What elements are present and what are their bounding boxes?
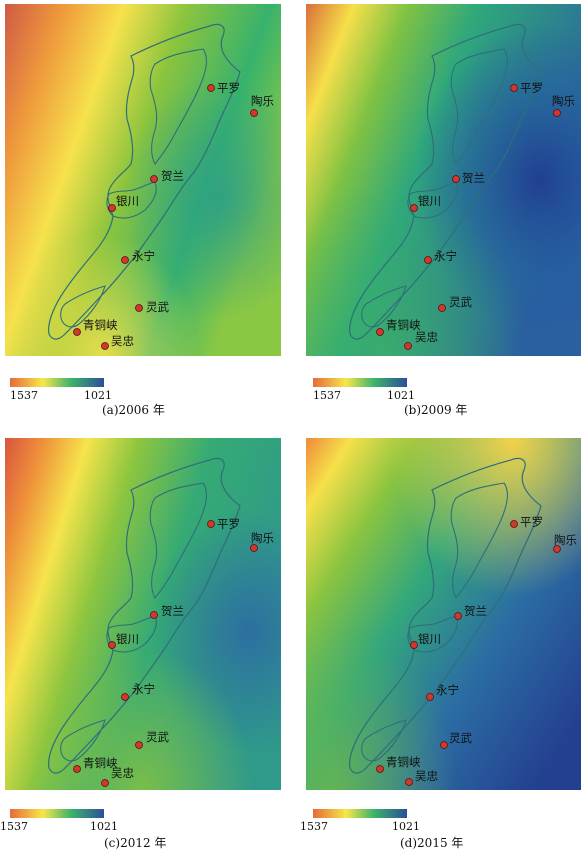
city-markers: 平罗 陶乐 贺兰 银川 永宁 灵武 青铜峡 吴忠 [73, 81, 274, 350]
city-label-wuzhong: 吴忠 [111, 334, 134, 348]
legend-colorbar [10, 809, 104, 818]
panel-2012: 平罗 陶乐 贺兰 银川 永宁 灵武 青铜峡 吴忠 [5, 438, 281, 790]
legend-2009: 1537 1021 [313, 378, 415, 402]
city-label-pingluo: 平罗 [217, 517, 240, 531]
city-label-helan: 贺兰 [161, 169, 184, 183]
city-label-taole: 陶乐 [554, 533, 577, 547]
legend-max: 1537 [300, 820, 328, 833]
legend-min: 1021 [84, 389, 112, 402]
panel-2009: 平罗 陶乐 贺兰 银川 永宁 灵武 青铜峡 吴忠 [306, 4, 581, 356]
city-label-wuzhong: 吴忠 [111, 766, 134, 780]
city-label-yinchuan: 银川 [418, 194, 441, 208]
city-label-helan: 贺兰 [462, 171, 485, 185]
city-label-yinchuan: 银川 [418, 632, 441, 646]
city-label-lingwu: 灵武 [449, 295, 472, 309]
panel-2015: 平罗 陶乐 贺兰 银川 永宁 灵武 青铜峡 吴忠 [306, 438, 581, 790]
legend-2006: 1537 1021 [10, 378, 112, 402]
legend-max: 1537 [10, 389, 38, 402]
legend-colorbar [313, 809, 407, 818]
city-label-taole: 陶乐 [552, 94, 575, 108]
city-label-yongning: 永宁 [132, 249, 155, 263]
city-label-yongning: 永宁 [132, 682, 155, 696]
legend-colorbar [10, 378, 104, 387]
caption-2015: (d)2015 年 [400, 836, 463, 850]
city-label-qingtongxia: 青铜峡 [83, 318, 118, 332]
city-label-lingwu: 灵武 [146, 300, 169, 314]
city-label-taole: 陶乐 [251, 531, 274, 545]
city-label-helan: 贺兰 [464, 604, 487, 618]
legend-min: 1021 [90, 820, 118, 833]
legend-max: 1537 [0, 820, 28, 833]
caption-2012: (c)2012 年 [104, 836, 166, 850]
city-markers: 平罗 陶乐 贺兰 银川 永宁 灵武 青铜峡 吴忠 [376, 81, 575, 350]
legend-2015: 1537 1021 [300, 809, 420, 833]
city-label-lingwu: 灵武 [449, 731, 472, 745]
city-label-yinchuan: 银川 [116, 194, 139, 208]
city-label-lingwu: 灵武 [146, 730, 169, 744]
legend-min: 1021 [387, 389, 415, 402]
city-label-wuzhong: 吴忠 [415, 330, 438, 344]
caption-2006: (a)2006 年 [102, 403, 165, 417]
city-label-pingluo: 平罗 [520, 515, 543, 529]
city-markers: 平罗 陶乐 贺兰 银川 永宁 灵武 青铜峡 吴忠 [73, 517, 274, 787]
legend-colorbar [313, 378, 407, 387]
city-label-yongning: 永宁 [434, 249, 457, 263]
city-label-qingtongxia: 青铜峡 [83, 756, 118, 770]
city-markers: 平罗 陶乐 贺兰 银川 永宁 灵武 青铜峡 吴忠 [376, 515, 577, 786]
city-label-qingtongxia: 青铜峡 [386, 755, 421, 769]
city-label-taole: 陶乐 [251, 94, 274, 108]
city-label-pingluo: 平罗 [520, 81, 543, 95]
panel-2006: 平罗 陶乐 贺兰 银川 永宁 灵武 青铜峡 吴忠 [5, 4, 281, 356]
city-label-qingtongxia: 青铜峡 [386, 318, 421, 332]
caption-2009: (b)2009 年 [404, 403, 467, 417]
city-label-wuzhong: 吴忠 [415, 769, 438, 783]
legend-max: 1537 [313, 389, 341, 402]
city-label-pingluo: 平罗 [217, 81, 240, 95]
legend-2012: 1537 1021 [0, 809, 118, 833]
legend-min: 1021 [392, 820, 420, 833]
city-label-yongning: 永宁 [436, 683, 459, 697]
city-label-helan: 贺兰 [161, 604, 184, 618]
city-label-yinchuan: 银川 [116, 632, 139, 646]
